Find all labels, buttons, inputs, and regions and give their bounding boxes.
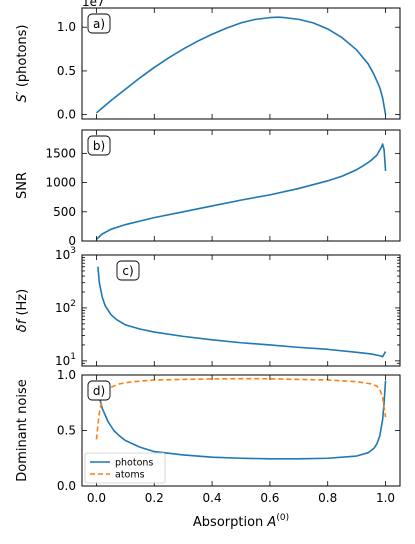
y-tick-label-3-2: 103 xyxy=(55,246,76,262)
panel-3: 101 102 103 δf (Hz) c) xyxy=(15,246,401,368)
series-line-3-1 xyxy=(97,266,387,358)
x-tick-label-2: 0.4 xyxy=(203,491,222,505)
panel-2: 0 500 1000 1500 SNR b) xyxy=(15,129,401,248)
x-axis-title: Absorption A(0) xyxy=(193,513,289,530)
legend-box xyxy=(84,452,166,484)
panel-label-box-4 xyxy=(87,380,111,401)
panel-label-box-1 xyxy=(87,13,111,34)
legend-label-1: photons xyxy=(115,458,153,469)
y-tick-label-2-2: 1000 xyxy=(45,176,76,190)
y-axis-title-2: SNR xyxy=(15,172,30,199)
y-tick-label-1-0: 0.0 xyxy=(57,108,76,122)
panel-label-box-2 xyxy=(87,135,111,156)
series-line-2-1 xyxy=(95,143,387,240)
series-line-1-1 xyxy=(95,16,387,115)
y-tick-label-2-3: 1500 xyxy=(45,146,76,160)
offset-text: 1e7 xyxy=(82,0,105,9)
panel-label-2: b) xyxy=(93,139,105,153)
y-tick-label-2-1: 500 xyxy=(53,205,76,219)
y-tick-label-2-0: 0 xyxy=(68,234,76,248)
y-tick-label-4-1: 0.5 xyxy=(57,424,76,438)
panel-label-1: a) xyxy=(93,17,105,31)
y-tick-label-3-1: 102 xyxy=(55,299,76,315)
x-tick-label-1: 0.2 xyxy=(145,491,164,505)
x-tick-label-4: 0.8 xyxy=(318,491,337,505)
series-line-4-2 xyxy=(95,377,387,440)
x-tick-label-5: 1.0 xyxy=(376,491,395,505)
series-line-4-1 xyxy=(95,380,387,460)
y-tick-label-4-2: 1.0 xyxy=(57,368,76,382)
y-axis-title-1: S′ (photons) xyxy=(15,24,30,102)
x-tick-label-0: 0.0 xyxy=(87,491,106,505)
y-tick-label-3-0: 101 xyxy=(55,352,76,368)
panel-label-box-3 xyxy=(116,260,140,281)
panel-4: 0.0 0.2 0.4 0.6 0.8 1.0 0.0 0.5 1.0 Dominant nois… xyxy=(15,368,401,505)
y-axis-title-3: δf (Hz) xyxy=(15,289,30,332)
panel-label-3: c) xyxy=(122,264,133,278)
y-tick-label-1-2: 1.0 xyxy=(57,20,76,34)
y-tick-label-4-0: 0.0 xyxy=(57,479,76,493)
y-tick-label-1-1: 0.5 xyxy=(57,64,76,78)
x-tick-label-3: 0.6 xyxy=(260,491,279,505)
legend-label-2: atoms xyxy=(115,470,145,481)
panel-1: 0.0 0.5 1.0 1e7 S′ (photons) a) xyxy=(15,0,401,122)
y-axis-title-4: Dominant noise xyxy=(15,379,30,482)
axes-frame-1 xyxy=(81,7,401,120)
axes-frame-2 xyxy=(81,129,401,242)
panel-label-4: d) xyxy=(93,384,105,398)
